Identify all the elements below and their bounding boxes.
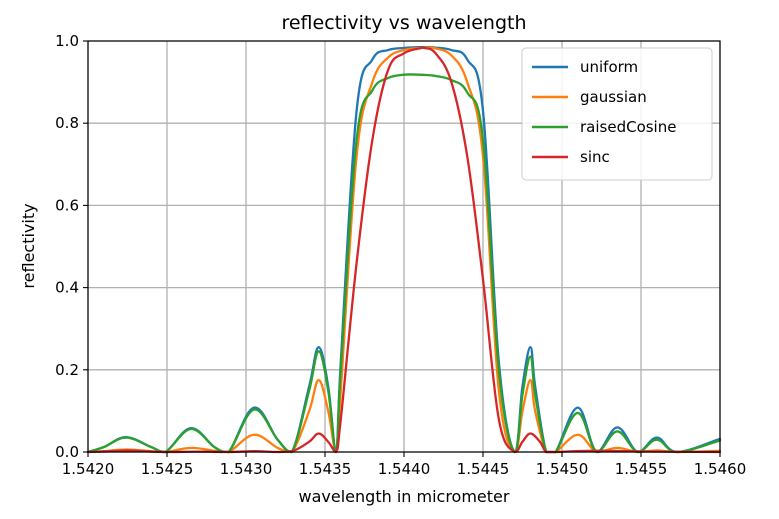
x-tick-label: 1.5420 — [62, 460, 115, 478]
x-tick-label: 1.5445 — [457, 460, 510, 478]
tick-layer: 1.5420 1.5425 1.5430 1.5435 1.5440 1.5445 1.54… — [55, 32, 746, 478]
y-tick-label: 0.6 — [55, 196, 79, 214]
legend-label-sinc: sinc — [580, 148, 610, 166]
legend-label-uniform: uniform — [580, 58, 638, 76]
x-axis-title: wavelength in micrometer — [299, 487, 510, 506]
x-tick-label: 1.5450 — [536, 460, 589, 478]
chart-title: reflectivity vs wavelength — [281, 12, 526, 34]
x-tick-label: 1.5430 — [220, 460, 273, 478]
x-tick-label: 1.5455 — [615, 460, 668, 478]
legend-box — [521, 47, 713, 181]
y-tick-label: 0.8 — [55, 114, 79, 132]
x-tick-label: 1.5440 — [378, 460, 431, 478]
legend: uniform gaussian raisedCosine sinc — [521, 47, 713, 181]
x-tick-label: 1.5425 — [141, 460, 194, 478]
y-axis-title: reflectivity — [19, 203, 38, 288]
y-tick-label: 1.0 — [55, 32, 79, 50]
y-tick-label: 0.4 — [55, 279, 79, 297]
legend-label-raisedCosine: raisedCosine — [580, 118, 676, 136]
x-tick-label: 1.5435 — [299, 460, 352, 478]
x-tick-label: 1.5460 — [694, 460, 747, 478]
y-tick-label: 0.0 — [55, 443, 79, 461]
y-tick-label: 0.2 — [55, 361, 79, 379]
legend-label-gaussian: gaussian — [580, 88, 647, 106]
